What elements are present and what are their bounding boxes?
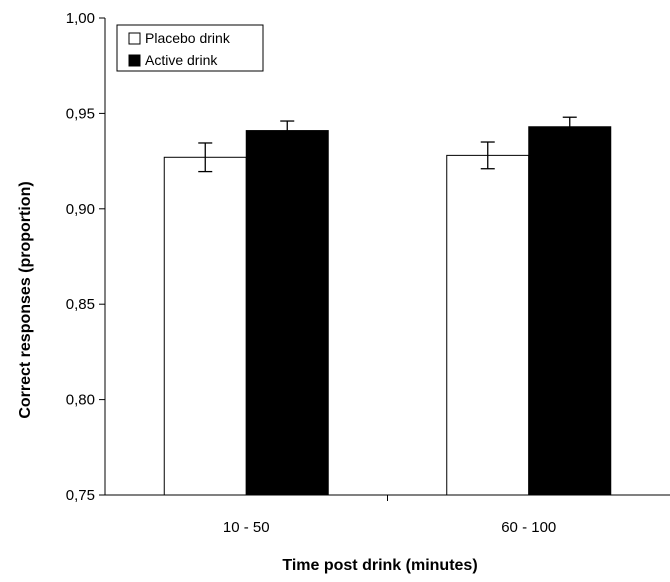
legend-label-active: Active drink — [145, 52, 218, 68]
y-tick-label: 0,80 — [66, 392, 95, 409]
y-tick-label: 1,00 — [66, 10, 95, 27]
y-tick-label: 0,90 — [66, 201, 95, 218]
legend-label-placebo: Placebo drink — [145, 30, 231, 46]
y-tick-label: 0,95 — [66, 105, 95, 122]
y-tick-label: 0,75 — [66, 487, 95, 504]
bar-active-1 — [245, 130, 329, 496]
bar-placebo-2 — [446, 154, 530, 496]
bars — [163, 126, 612, 496]
y-tick-label: 0,85 — [66, 296, 95, 313]
y-axis-ticks: 0,75 0,80 0,85 0,90 0,95 1,00 — [66, 10, 105, 504]
x-axis-tick-labels: 10 - 50 60 - 100 — [223, 495, 556, 536]
legend-swatch-placebo — [128, 32, 141, 45]
x-tick-label: 10 - 50 — [223, 519, 270, 536]
legend-box — [116, 24, 264, 72]
legend: Placebo drink Active drink — [116, 24, 264, 72]
bar-placebo-1 — [163, 156, 247, 496]
x-axis-title: Time post drink (minutes) — [282, 557, 477, 574]
bar-active-2 — [528, 126, 612, 496]
x-tick-label: 60 - 100 — [501, 519, 556, 536]
legend-swatch-active — [128, 54, 141, 67]
y-axis-title: Correct responses (proportion) — [17, 181, 34, 418]
error-bars — [198, 116, 577, 173]
